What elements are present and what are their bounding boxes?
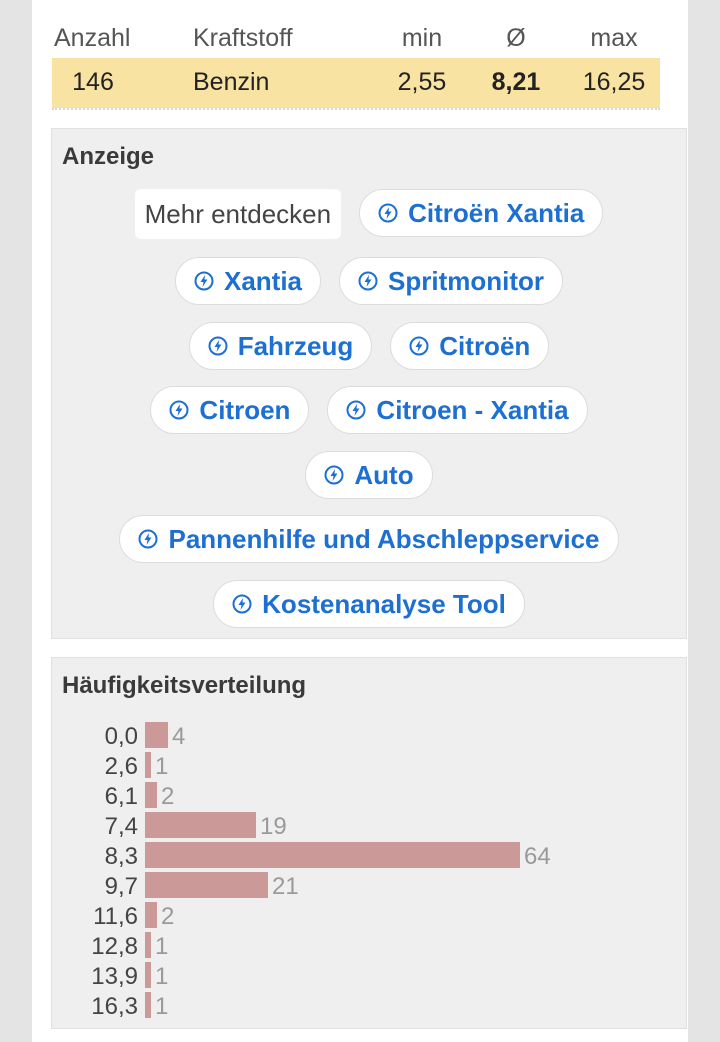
distribution-count: 4 — [172, 723, 186, 750]
distribution-row: 6,1 2 — [52, 780, 686, 810]
ad-chip[interactable]: Fahrzeug — [188, 322, 373, 370]
distribution-count: 1 — [155, 963, 169, 990]
ad-chip-label: Kostenanalyse Tool — [262, 588, 506, 619]
distribution-value-label: 0,0 — [104, 723, 138, 750]
distribution-value-label: 9,7 — [104, 873, 138, 900]
distribution-row: 7,4 19 — [52, 810, 686, 840]
value-fuel: Benzin — [193, 68, 270, 96]
distribution-row: 11,6 2 — [52, 900, 686, 930]
distribution-value-label: 7,4 — [104, 813, 138, 840]
bolt-circle-icon — [358, 271, 378, 291]
distribution-row: 0,0 4 — [52, 720, 686, 750]
bolt-circle-icon — [378, 203, 398, 223]
chip-row: Kostenanalyse Tool — [52, 580, 686, 628]
ad-chip-label: Pannenhilfe und Abschleppservice — [168, 523, 600, 554]
stats-data-row: 146 Benzin 2,55 8,21 16,25 — [52, 58, 660, 110]
distribution-count: 2 — [161, 783, 175, 810]
chip-row: Fahrzeug Citroën — [52, 322, 686, 370]
distribution-bar — [145, 902, 157, 928]
header-count: Anzahl — [54, 24, 131, 52]
bolt-circle-icon — [324, 465, 344, 485]
distribution-count: 1 — [155, 993, 169, 1020]
ad-chip-label: Citroën — [439, 330, 531, 361]
value-max: 16,25 — [582, 68, 646, 96]
ad-chip-label: Spritmonitor — [388, 265, 545, 296]
chip-row: Xantia Spritmonitor — [52, 257, 686, 305]
distribution-row: 9,7 21 — [52, 870, 686, 900]
bolt-circle-icon — [194, 271, 214, 291]
bolt-circle-icon — [409, 336, 429, 356]
fuel-stats-table: Anzahl Kraftstoff min Ø max 146 Benzin 2… — [52, 18, 660, 110]
distribution-row: 12,8 1 — [52, 930, 686, 960]
distribution-value-label: 6,1 — [104, 783, 138, 810]
distribution-value-label: 8,3 — [104, 843, 138, 870]
value-min: 2,55 — [397, 68, 447, 96]
distribution-value-label: 12,8 — [91, 933, 138, 960]
ad-chip[interactable]: Citroen — [150, 386, 310, 434]
ad-chip[interactable]: Citroën — [390, 322, 550, 370]
ad-chip[interactable]: Kostenanalyse Tool — [213, 580, 525, 628]
distribution-count: 1 — [155, 933, 169, 960]
distribution-count: 1 — [155, 753, 169, 780]
ad-chip[interactable]: Citroën Xantia — [359, 189, 604, 237]
value-count: 146 — [72, 68, 114, 96]
discover-more-label: Mehr entdecken — [134, 189, 342, 239]
distribution-bar — [145, 872, 268, 898]
header-min: min — [401, 24, 443, 52]
chip-row: Mehr entdecken Citroën Xantia — [52, 189, 686, 239]
distribution-value-label: 16,3 — [91, 993, 138, 1020]
distribution-row: 8,3 64 — [52, 840, 686, 870]
bolt-circle-icon — [208, 336, 228, 356]
distribution-box: Häufigkeitsverteilung 0,0 4 2,6 1 6,1 2 7,4 19 8… — [51, 657, 687, 1029]
ad-chip[interactable]: Pannenhilfe und Abschleppservice — [119, 515, 619, 563]
ad-chip[interactable]: Auto — [305, 451, 433, 499]
ad-box: Anzeige Mehr entdecken Citroën Xantia Xa… — [51, 128, 687, 639]
distribution-value-label: 13,9 — [91, 963, 138, 990]
distribution-bar — [145, 932, 151, 958]
header-fuel: Kraftstoff — [193, 24, 293, 52]
bolt-circle-icon — [169, 400, 189, 420]
chip-row: Auto — [52, 451, 686, 499]
distribution-value-label: 2,6 — [104, 753, 138, 780]
distribution-count: 21 — [272, 873, 299, 900]
distribution-bar — [145, 992, 151, 1018]
distribution-count: 2 — [161, 903, 175, 930]
stats-header-row: Anzahl Kraftstoff min Ø max — [52, 18, 660, 58]
distribution-bar — [145, 722, 168, 748]
distribution-bar — [145, 752, 151, 778]
ad-chip-label: Auto — [354, 459, 414, 490]
distribution-bar — [145, 782, 157, 808]
distribution-bar — [145, 962, 151, 988]
distribution-bar — [145, 812, 256, 838]
bolt-circle-icon — [138, 529, 158, 549]
ad-title: Anzeige — [62, 143, 155, 170]
ad-chip-label: Xantia — [223, 265, 303, 296]
ad-chip-label: Fahrzeug — [237, 330, 354, 361]
distribution-row: 2,6 1 — [52, 750, 686, 780]
distribution-value-label: 11,6 — [93, 903, 138, 930]
header-max: max — [590, 24, 638, 52]
distribution-bar — [145, 842, 520, 868]
ad-chip[interactable]: Xantia — [174, 257, 322, 305]
distribution-row: 16,3 1 — [52, 990, 686, 1020]
bolt-circle-icon — [232, 594, 252, 614]
distribution-row: 13,9 1 — [52, 960, 686, 990]
ad-chip[interactable]: Citroen - Xantia — [327, 386, 588, 434]
header-avg: Ø — [506, 24, 526, 52]
page: Anzahl Kraftstoff min Ø max 146 Benzin 2… — [32, 0, 688, 1042]
ad-chip-label: Citroen - Xantia — [376, 394, 569, 425]
distribution-title: Häufigkeitsverteilung — [62, 672, 307, 699]
distribution-count: 19 — [260, 813, 287, 840]
bolt-circle-icon — [346, 400, 366, 420]
discover-more-text: Mehr entdecken — [144, 198, 332, 229]
chip-row: Pannenhilfe und Abschleppservice — [52, 515, 686, 563]
ad-chip-label: Citroën Xantia — [408, 197, 585, 228]
distribution-count: 64 — [524, 843, 551, 870]
value-avg: 8,21 — [491, 68, 541, 96]
chip-row: Citroen Citroen - Xantia — [52, 386, 686, 434]
ad-chip[interactable]: Spritmonitor — [339, 257, 564, 305]
ad-chip-label: Citroen — [199, 394, 291, 425]
